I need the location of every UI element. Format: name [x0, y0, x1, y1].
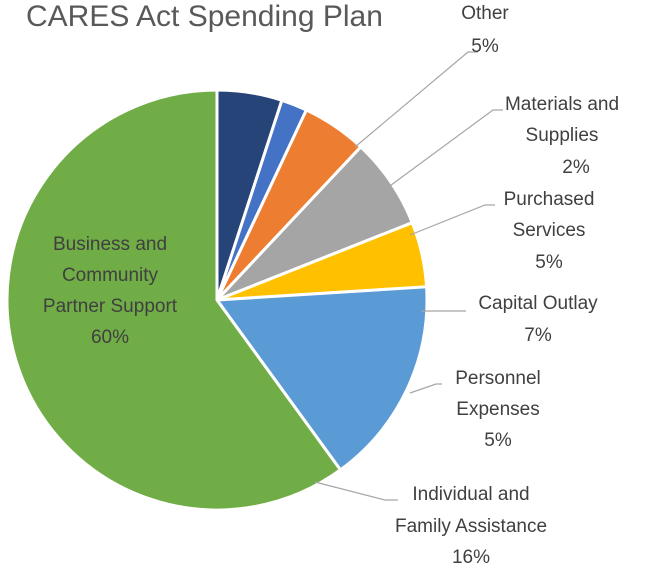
data-label-category: Materials and [505, 94, 619, 115]
data-label-category: Services [513, 220, 586, 241]
data-label-value: 5% [484, 430, 512, 451]
data-label-category: Business and [53, 234, 167, 255]
data-label-value: 5% [471, 36, 499, 57]
leader-line [409, 204, 495, 236]
data-label-category: Supplies [526, 125, 599, 146]
data-label-value: 2% [562, 157, 590, 178]
data-label-category: Family Assistance [395, 516, 547, 537]
data-label-category: Expenses [456, 399, 539, 420]
data-label-category: Purchased [504, 189, 595, 210]
data-label-category: Personnel [455, 368, 541, 389]
data-label-value: 5% [535, 252, 563, 273]
data-label-value: 7% [524, 325, 552, 346]
data-label-category: Community [62, 265, 159, 286]
data-label-category: Capital Outlay [478, 293, 598, 314]
data-label-category: Other [461, 3, 509, 24]
leader-line [382, 109, 503, 192]
data-label-category: Individual and [412, 484, 529, 505]
leader-line [314, 481, 398, 501]
pie-slice-individual-and-family-assistance [215, 285, 429, 472]
data-label-category: Partner Support [43, 296, 178, 317]
data-label-value: 16% [452, 547, 490, 568]
leader-line [354, 51, 478, 148]
pie-slice-business-and-community-partner-support [5, 88, 342, 512]
data-label-value: 60% [91, 327, 129, 348]
leader-line [409, 383, 442, 394]
chart-title: CARES Act Spending Plan [26, 0, 383, 33]
